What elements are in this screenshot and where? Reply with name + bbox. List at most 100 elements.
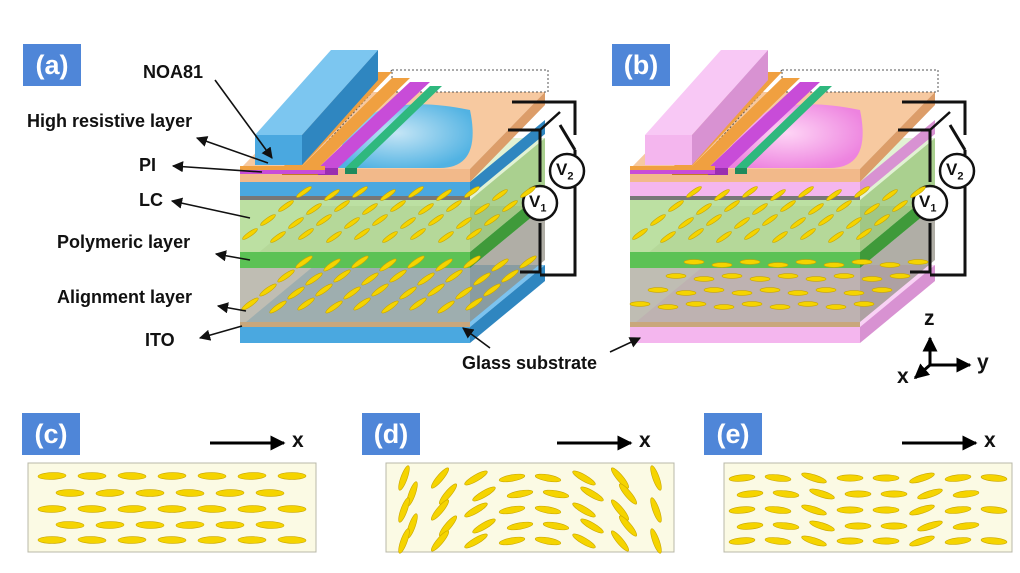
- lc-molecule: [688, 228, 704, 240]
- lc-molecule: [534, 473, 562, 483]
- lc-molecule: [438, 231, 454, 243]
- lc-molecule: [427, 283, 445, 297]
- arrow-glass-a: [462, 327, 491, 349]
- lc-molecule: [259, 283, 277, 297]
- lc-molecule: [157, 472, 187, 480]
- lc-molecule: [483, 283, 501, 297]
- lc-molecule: [770, 189, 786, 201]
- label-arrows: [170, 79, 642, 353]
- axis-label-z: z: [924, 307, 935, 330]
- lc-molecule: [215, 521, 245, 529]
- lc-molecule: [909, 472, 935, 484]
- lc-molecule: [296, 186, 312, 198]
- lc-molecule: [430, 467, 450, 489]
- lc-molecule: [711, 262, 733, 268]
- noa81-side: [470, 92, 545, 182]
- lc-molecule: [428, 214, 444, 226]
- lc-molecule: [492, 189, 508, 201]
- lc-molecule: [354, 228, 370, 240]
- lc-molecule: [907, 259, 929, 265]
- lc-molecule: [618, 483, 638, 505]
- lc-molecule: [381, 300, 399, 314]
- lc-molecule: [344, 217, 360, 229]
- lc-molecule: [780, 200, 796, 212]
- lc-molecule: [736, 490, 764, 498]
- lc-molecule: [325, 300, 343, 314]
- lc-molecule: [686, 186, 702, 198]
- label-polymeric-layer: Polymeric layer: [57, 232, 191, 252]
- panel-badge-a: (a): [23, 44, 81, 86]
- v1-label-a: V1: [529, 192, 547, 215]
- panel-badge-d: (d): [362, 413, 420, 455]
- lc-molecule: [334, 200, 350, 212]
- lc-molecule: [872, 506, 900, 514]
- lc-molecule: [437, 300, 455, 314]
- lc-molecule: [742, 186, 758, 198]
- label-noa81: NOA81: [143, 62, 204, 82]
- lc-molecule: [55, 521, 85, 529]
- lc-molecule: [833, 273, 855, 279]
- lc-molecule: [844, 490, 872, 498]
- v2-meter-b: [938, 152, 976, 190]
- lc-molecule: [520, 186, 536, 198]
- lc-molecules-d: [398, 465, 662, 554]
- lc-molecule: [464, 186, 480, 198]
- lc-molecule: [580, 518, 604, 534]
- lc-molecule: [361, 272, 379, 286]
- lc-molecule: [465, 297, 483, 311]
- lc-molecule: [297, 297, 315, 311]
- lc-molecule: [675, 290, 697, 296]
- lc-molecule: [418, 203, 434, 215]
- lc-molecule: [610, 530, 630, 552]
- lc-molecule: [944, 474, 972, 482]
- label-alignment-layer: Alignment layer: [57, 287, 193, 307]
- lc-molecule: [456, 217, 472, 229]
- lc-molecule: [801, 472, 827, 484]
- lc-molecule: [255, 521, 285, 529]
- lc-bottom-region-front: [240, 268, 470, 322]
- lc-molecule: [351, 255, 369, 269]
- lc-molecule: [380, 189, 396, 201]
- lc-molecule: [295, 255, 313, 269]
- lc-molecule: [371, 283, 389, 297]
- lc-molecule: [787, 290, 809, 296]
- lc-molecule: [703, 287, 725, 293]
- lc-molecule: [880, 522, 908, 530]
- arrow-high-resistive: [195, 136, 269, 164]
- lc-molecule: [464, 502, 488, 518]
- lc-molecule: [772, 231, 788, 243]
- lc-molecule: [417, 272, 435, 286]
- arrow-noa81: [214, 79, 273, 159]
- lc-molecule: [618, 515, 638, 537]
- lc-molecule: [255, 489, 285, 497]
- lc-molecule: [277, 505, 307, 513]
- lc-molecule: [430, 499, 450, 521]
- lc-molecule: [744, 228, 760, 240]
- lc-molecule: [851, 259, 873, 265]
- label-ito: ITO: [145, 330, 175, 350]
- lc-molecule: [764, 474, 792, 482]
- lc-molecule: [534, 505, 562, 515]
- panel-d-box: [385, 462, 675, 553]
- lc-molecule: [407, 255, 425, 269]
- lc-molecule: [37, 472, 67, 480]
- lc-molecule: [352, 186, 368, 198]
- lc-molecule: [410, 228, 426, 240]
- lc-molecule: [731, 290, 753, 296]
- label-glass-substrate: Glass substrate: [462, 353, 598, 373]
- lc-molecule: [795, 259, 817, 265]
- lc-molecule: [809, 520, 835, 532]
- lc-molecule: [864, 203, 880, 215]
- lc-molecule: [728, 506, 756, 514]
- lc-molecule: [980, 474, 1008, 482]
- v2-meter-a: [548, 152, 586, 190]
- lc-molecule: [665, 273, 687, 279]
- lc-molecule: [542, 489, 570, 499]
- lc-molecule: [372, 214, 388, 226]
- lc-molecule: [844, 522, 872, 530]
- lc-molecule: [801, 504, 827, 516]
- lc-molecule: [660, 231, 676, 243]
- lc-molecule: [572, 502, 596, 518]
- lc-top-region-front: [240, 200, 470, 252]
